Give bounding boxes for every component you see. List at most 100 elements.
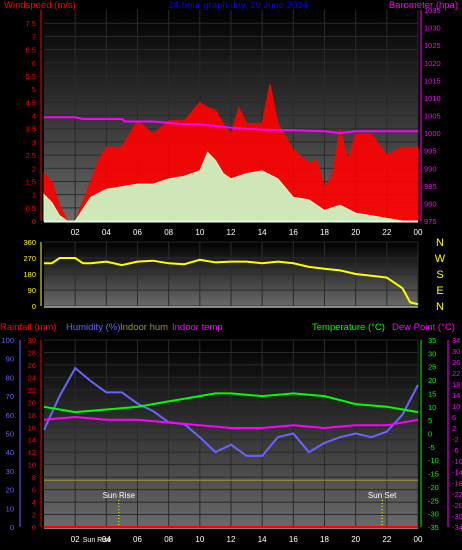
rainfall-y-tick-label: 18 <box>28 411 36 420</box>
humidity-y-tick-label: 90 <box>6 355 14 364</box>
compass-label: N <box>436 237 444 249</box>
wind-x-tick-label: 18 <box>320 228 329 237</box>
wind-y-tick-label: 5 <box>32 85 36 94</box>
compass-label: N <box>436 301 444 313</box>
baro-y-tick-label: 1005 <box>424 112 441 121</box>
temperature-label: Temperature (°C) <box>312 322 385 333</box>
dewpoint-y-tick-label: -10 <box>452 457 462 466</box>
wind-y-tick-label: 3 <box>32 138 36 147</box>
baro-y-tick-label: 1020 <box>424 59 441 68</box>
wind-y-tick-label: 2.5 <box>26 151 36 160</box>
wind-y-tick-label: 0 <box>32 217 36 226</box>
wind-y-tick-label: 2 <box>32 164 36 173</box>
sun-annotation: Sun Rise <box>103 491 136 500</box>
temp-x-tick-label: 18 <box>320 535 329 544</box>
rainfall-y-tick-label: 6 <box>32 486 36 495</box>
baro-y-tick-label: 985 <box>424 182 437 191</box>
temp-x-tick-label: 08 <box>164 535 173 544</box>
sunrise-axis-annotation: Sun Rise <box>83 537 112 544</box>
temperature-y-tick-label: 0 <box>428 430 432 439</box>
dewpoint-y-tick-label: -2 <box>452 435 459 444</box>
wind-x-tick-label: 10 <box>195 228 204 237</box>
rainfall-label: Rainfall (mm) <box>0 322 56 333</box>
wind-y-tick-label: 0.5 <box>26 204 36 213</box>
rainfall-y-tick-label: 14 <box>28 436 36 445</box>
dewpoint-y-tick-label: 2 <box>452 424 456 433</box>
wind-y-tick-label: 1 <box>32 191 36 200</box>
temperature-c-line <box>43 392 419 414</box>
temperature-y-tick-label: -25 <box>428 496 439 505</box>
humidity-y-tick-label: 60 <box>6 411 14 420</box>
direction-y-tick-label: 270 <box>23 254 36 263</box>
indoor-temp-label: Indoor temp <box>172 322 223 333</box>
temp-x-tick-label: 22 <box>382 535 391 544</box>
humidity-y-tick-label: 0 <box>10 523 14 532</box>
dewpoint-y-tick-label: 18 <box>452 380 460 389</box>
wind-y-tick-label: 1.5 <box>26 177 36 186</box>
baro-y-tick-label: 990 <box>424 164 437 173</box>
dewpoint-y-tick-label: -22 <box>452 490 462 499</box>
wind-x-tick-label: 12 <box>227 228 236 237</box>
wind-y-tick-label: 3.5 <box>26 125 36 134</box>
rainfall-y-tick-label: 10 <box>28 461 36 470</box>
wind-x-tick-label: 14 <box>258 228 267 237</box>
humidity-y-tick-label: 40 <box>6 448 14 457</box>
temp-x-tick-label: 06 <box>133 535 142 544</box>
dewpoint-y-tick-label: -30 <box>452 512 462 521</box>
temperature-y-tick-label: -5 <box>428 443 435 452</box>
humidity-label: Humidity (%) <box>66 322 120 333</box>
baro-y-tick-label: 1015 <box>424 76 441 85</box>
baro-y-tick-label: 980 <box>424 199 437 208</box>
humidity-y-tick-label: 20 <box>6 486 14 495</box>
humidity-y-tick-label: 50 <box>6 430 14 439</box>
rainfall-y-tick-label: 24 <box>28 373 36 382</box>
temperature-y-tick-label: 20 <box>428 376 436 385</box>
wind-y-tick-label: 4 <box>32 112 36 121</box>
temp-x-tick-label: 14 <box>258 535 267 544</box>
compass-label: S <box>436 269 443 281</box>
wind-axis-title: Windspeed (m/s) <box>4 0 76 11</box>
temperature-y-tick-label: -30 <box>428 510 439 519</box>
baro-axis-title: Barometer (hpa) <box>389 0 458 11</box>
barometer-line <box>44 116 418 135</box>
temp-x-tick-label: 20 <box>351 535 360 544</box>
dewpoint-y-tick-label: -34 <box>452 523 462 532</box>
wind-y-tick-label: 5.5 <box>26 72 36 81</box>
dewpoint-y-tick-label: 34 <box>452 336 460 345</box>
wind-y-tick-label: 6 <box>32 59 36 68</box>
baro-y-tick-label: 1035 <box>424 6 441 15</box>
direction-y-tick-label: 360 <box>23 238 36 247</box>
rainfall-y-tick-label: 28 <box>28 348 36 357</box>
chart-title: 24-hour graph day, 19 June 2014 <box>168 0 308 11</box>
dewpoint-y-tick-label: 22 <box>452 369 460 378</box>
humidity-y-tick-label: 80 <box>6 373 14 382</box>
wind-y-tick-label: 4.5 <box>26 98 36 107</box>
wind-x-tick-label: 22 <box>382 228 391 237</box>
baro-y-tick-label: 1030 <box>424 24 441 33</box>
dewpoint-y-tick-label: 30 <box>452 347 460 356</box>
rainfall-y-tick-label: 26 <box>28 361 36 370</box>
temp-x-tick-label: 02 <box>71 535 80 544</box>
wind-x-tick-label: 16 <box>289 228 298 237</box>
dewpoint-label: Dew Point (°C) <box>392 322 455 333</box>
temp-x-tick-label: 00 <box>414 535 423 544</box>
humidity-y-tick-label: 30 <box>6 467 14 476</box>
baro-y-tick-label: 1000 <box>424 129 441 138</box>
direction-y-tick-label: 180 <box>23 270 36 279</box>
temperature-y-tick-label: 35 <box>428 336 436 345</box>
dewpoint-y-tick-label: 6 <box>452 413 456 422</box>
temp-x-tick-label: 10 <box>195 535 204 544</box>
direction-y-tick-label: 90 <box>28 286 36 295</box>
rainfall-y-tick-label: 0 <box>32 523 36 532</box>
temperature-y-tick-label: -10 <box>428 456 439 465</box>
compass-label: E <box>436 285 443 297</box>
temp-x-tick-label: 04 <box>102 535 111 544</box>
temperature-y-tick-label: 15 <box>428 389 436 398</box>
wind-y-tick-label: 7.5 <box>26 19 36 28</box>
baro-y-tick-label: 975 <box>424 217 437 226</box>
temperature-y-tick-label: 30 <box>428 349 436 358</box>
rainfall-y-tick-label: 8 <box>32 473 36 482</box>
dewpoint-y-tick-label: -26 <box>452 501 462 510</box>
